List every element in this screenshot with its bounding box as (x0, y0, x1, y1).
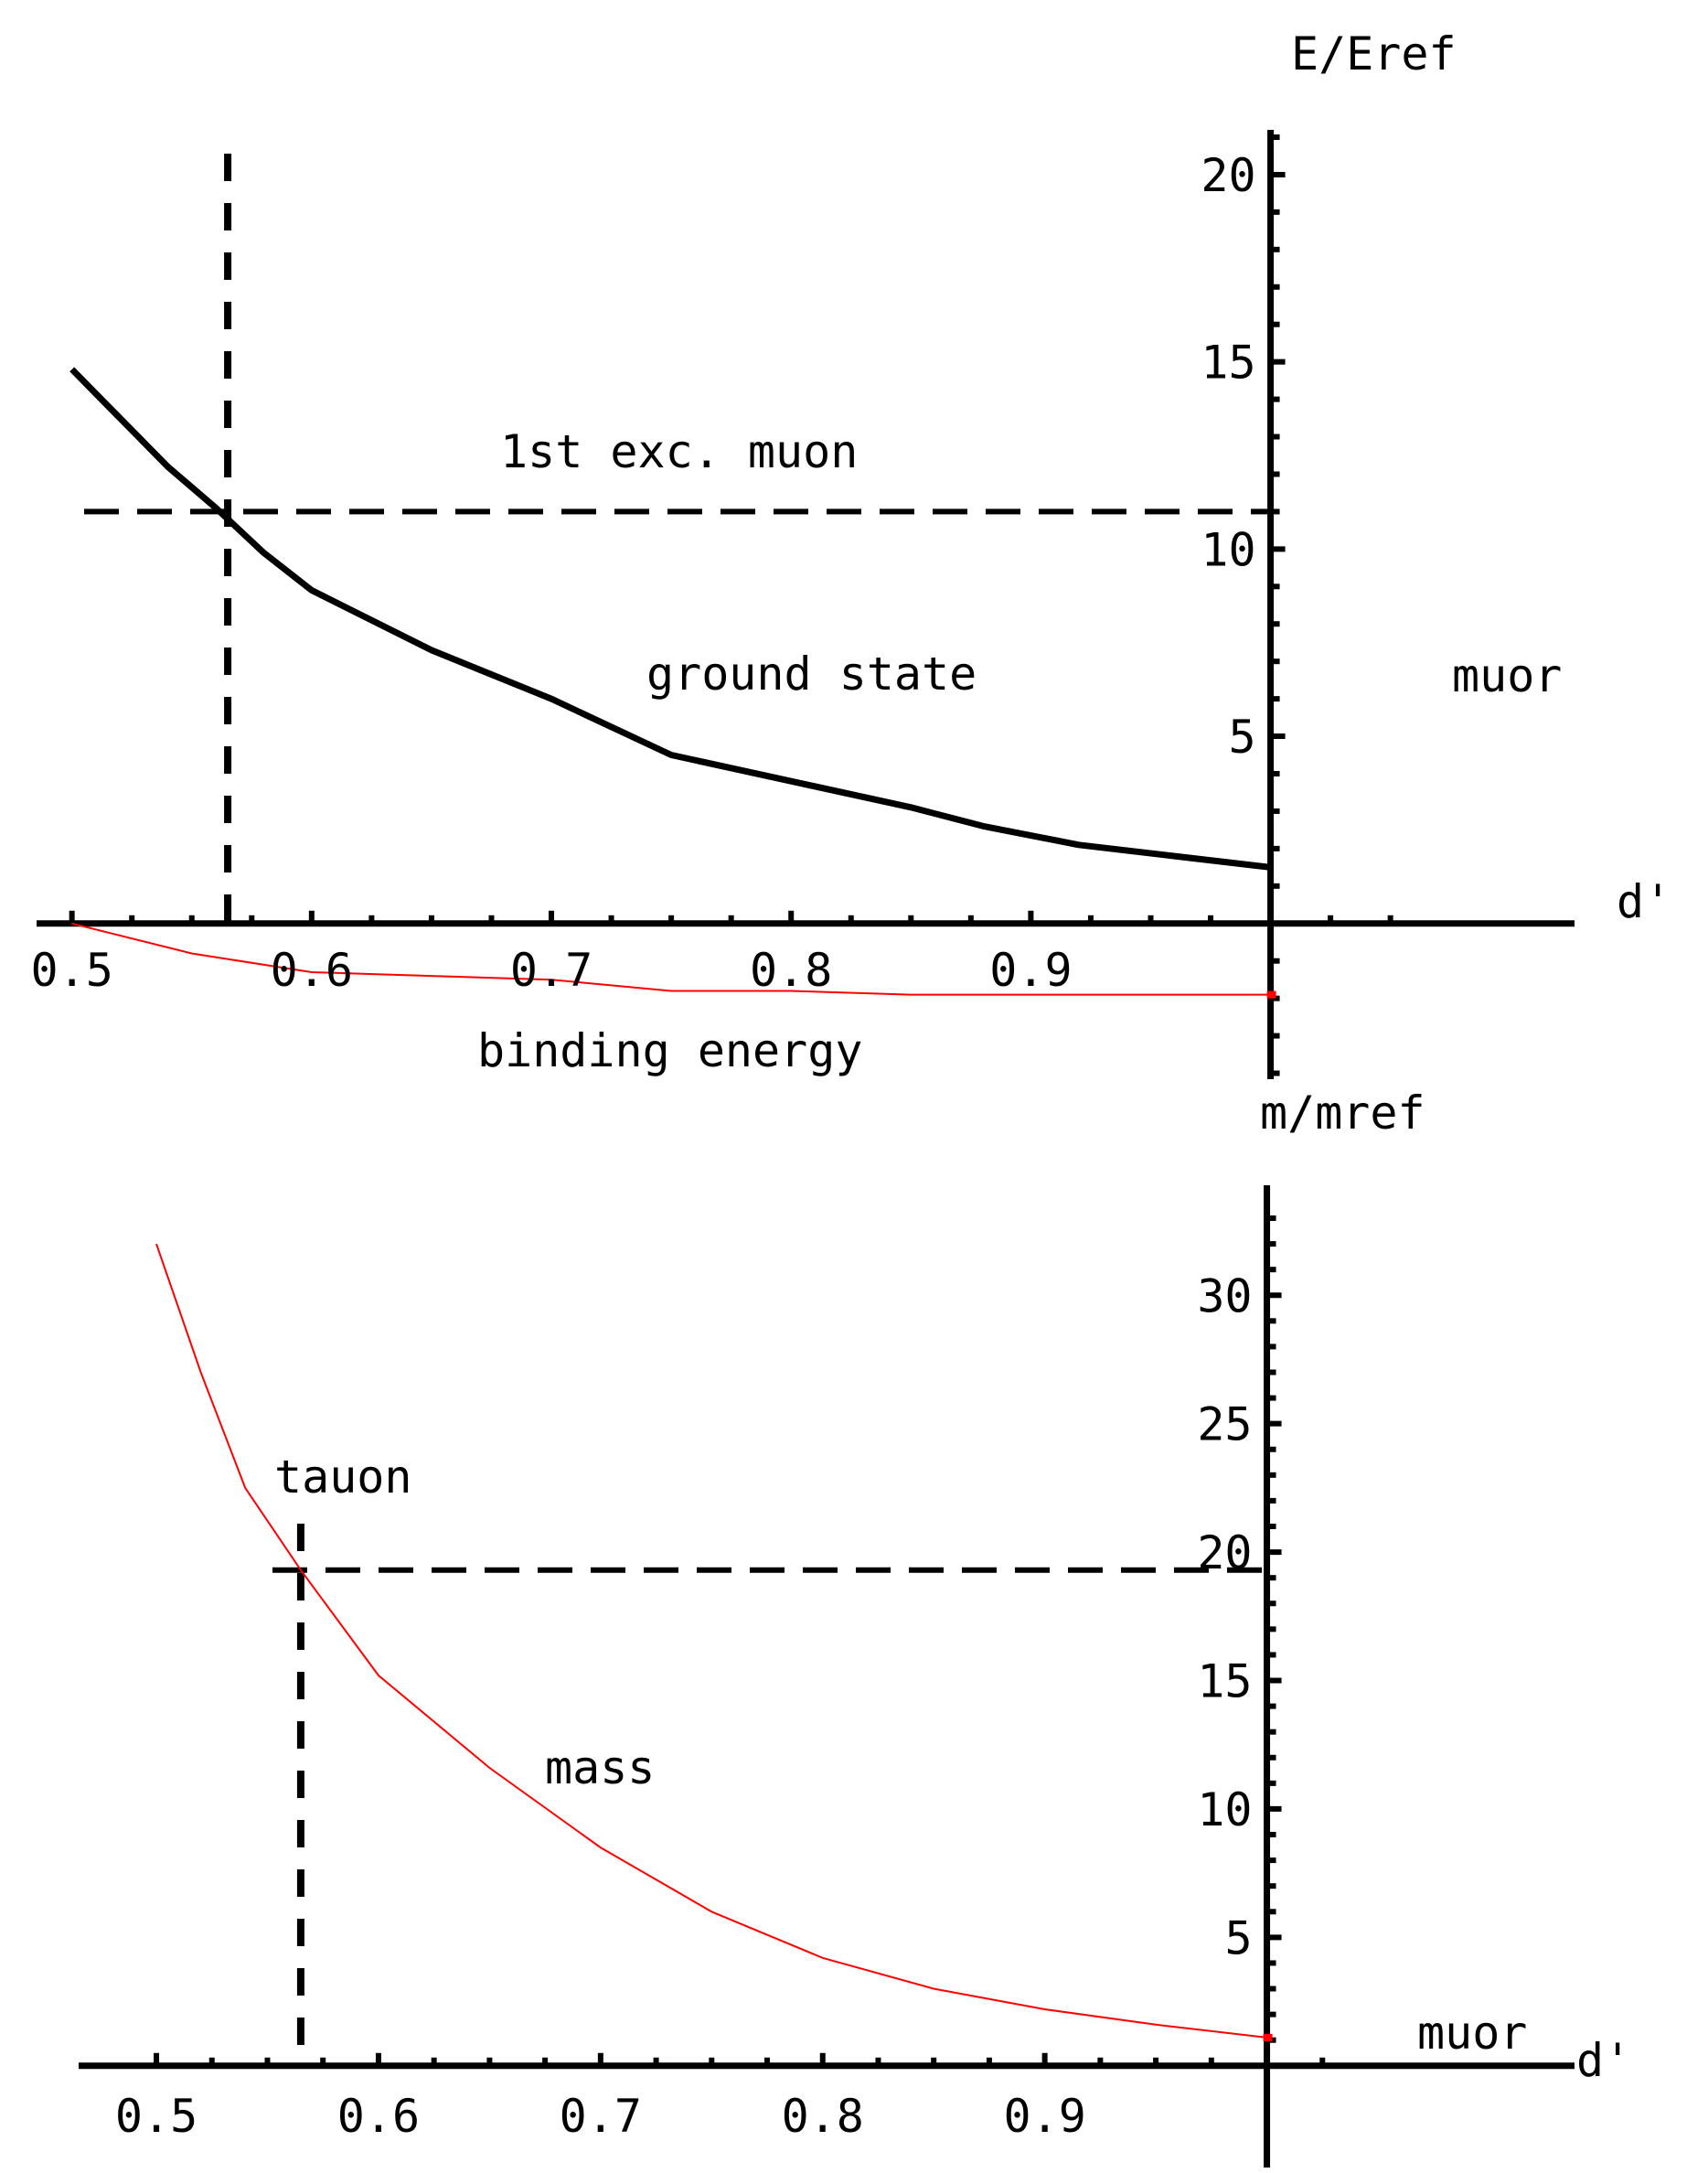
first-excited-muon-annotation: 1st exc. muon (500, 425, 858, 478)
top-y-tick-labels: 20 15 10 5 (1201, 149, 1255, 764)
x-tick-label: 0.6 (337, 2090, 420, 2143)
y-tick-label: 15 (1201, 337, 1255, 390)
y-tick-label: 10 (1197, 1783, 1252, 1836)
y-tick-label: 25 (1197, 1398, 1252, 1451)
tauon-annotation: tauon (274, 1450, 412, 1504)
top-axis-ticks (69, 134, 1393, 1076)
x-tick-label: 0.9 (1003, 2090, 1085, 2143)
top-x-axis-label: d' (1617, 875, 1671, 928)
top-y-axis-label: E/Eref (1291, 27, 1457, 80)
ground-state-curve (69, 367, 1272, 871)
bottom-chart: 0.5 0.6 0.7 0.8 0.9 30 25 20 15 10 5 m/mref d' ta… (79, 1086, 1631, 2168)
y-tick-label: 20 (1201, 149, 1255, 202)
bottom-y-tick-labels: 30 25 20 15 10 5 (1197, 1269, 1252, 1964)
bottom-x-tick-labels: 0.5 0.6 0.7 0.8 0.9 (115, 2090, 1086, 2143)
y-tick-label: 15 (1197, 1655, 1252, 1708)
y-tick-label: 5 (1228, 711, 1255, 764)
bottom-y-axis-label: m/mref (1260, 1086, 1425, 1140)
x-tick-label: 0.5 (30, 944, 112, 997)
bottom-muon-annotation: muor (1417, 2007, 1527, 2060)
bottom-x-axis-label: d' (1576, 2034, 1631, 2087)
x-tick-label: 0.8 (782, 2090, 864, 2143)
x-tick-label: 0.6 (271, 944, 353, 997)
binding-energy-curve (71, 922, 1271, 996)
mass-curve (155, 1243, 1267, 2039)
mass-annotation: mass (545, 1741, 655, 1794)
top-x-tick-labels: 0.5 0.6 0.7 0.8 0.9 (30, 944, 1072, 997)
x-tick-label: 0.7 (560, 2090, 642, 2143)
mass-endpoint (1263, 2033, 1273, 2041)
x-tick-label: 0.5 (115, 2090, 197, 2143)
top-muon-annotation: muor (1452, 649, 1562, 702)
y-tick-label: 30 (1197, 1269, 1252, 1322)
bottom-axis-ticks (154, 1215, 1326, 2066)
y-tick-label: 20 (1197, 1526, 1252, 1579)
binding-energy-endpoint (1266, 990, 1276, 999)
x-tick-label: 0.9 (989, 944, 1072, 997)
x-tick-label: 0.7 (510, 944, 592, 997)
ground-state-annotation: ground state (646, 648, 977, 701)
y-tick-label: 5 (1224, 1911, 1252, 1964)
binding-energy-annotation: binding energy (477, 1024, 862, 1077)
x-tick-label: 0.8 (750, 944, 832, 997)
top-chart: 0.5 0.6 0.7 0.8 0.9 20 15 10 5 E/Eref d' 1st ex… (30, 27, 1671, 1079)
y-tick-label: 10 (1201, 523, 1255, 576)
